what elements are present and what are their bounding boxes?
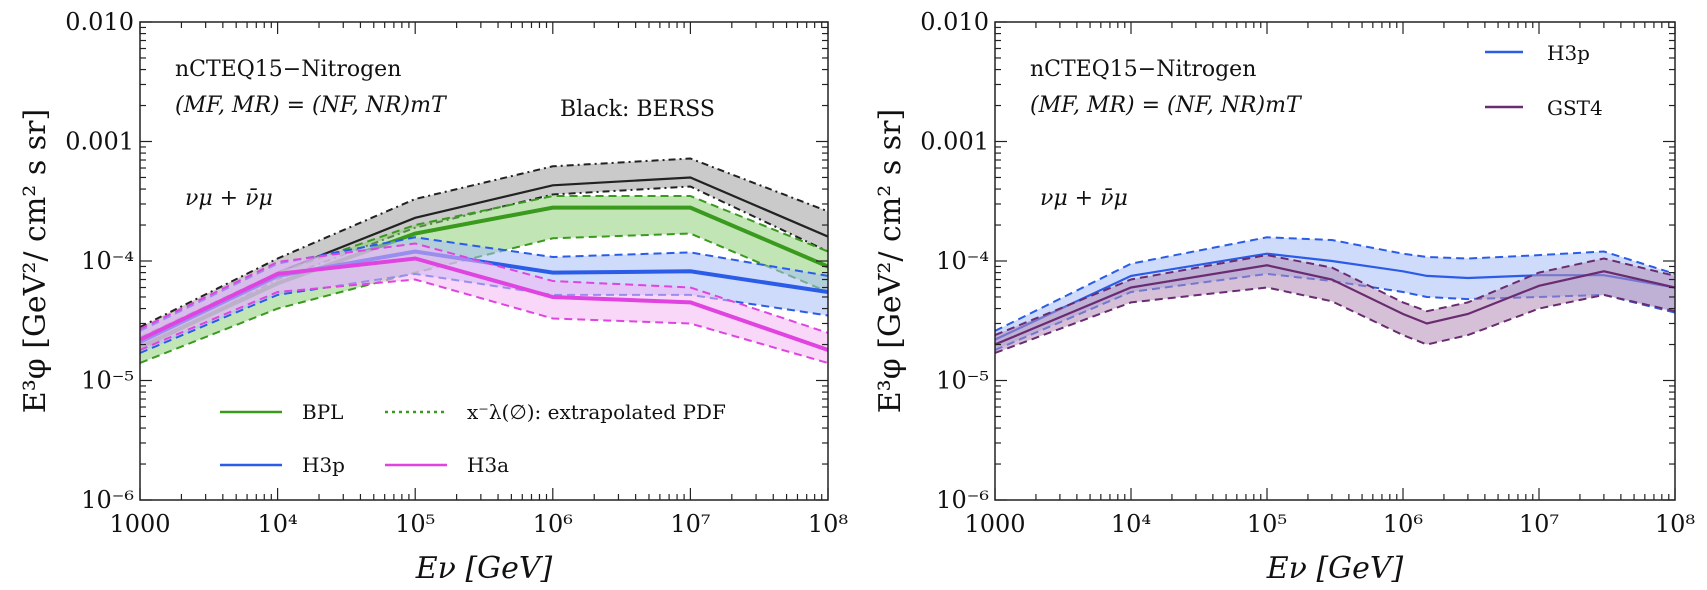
y-tick-label: 0.010: [920, 8, 989, 36]
y-tick-label: 10⁻⁵: [81, 367, 134, 395]
y-tick-label: 10⁻⁴: [936, 247, 989, 275]
x-tick-label: 10⁴: [1111, 510, 1151, 538]
annotation-pdf: nCTEQ15−Nitrogen: [175, 57, 401, 82]
y-tick-label: 0.001: [920, 128, 989, 156]
annotation-scales: (MF, MR) = (NF, NR)mT: [175, 93, 448, 118]
x-axis-label: Eν [GeV]: [415, 551, 553, 586]
plot-area: [995, 236, 1675, 354]
x-axis-label: Eν [GeV]: [1266, 551, 1404, 586]
x-tick-label: 10⁸: [1655, 510, 1695, 538]
plot-area: [140, 157, 828, 364]
lower-line-berss: [140, 185, 828, 351]
annotation-flavor: νμ + ν̄μ: [1040, 186, 1128, 211]
x-tick-label: 10⁸: [808, 510, 848, 538]
upper-line-gst4: [995, 254, 1675, 337]
y-axis-label: E³φ [GeV²/ cm² s sr]: [873, 109, 908, 413]
upper-line-bpl: [140, 195, 828, 339]
annotation-scales: (MF, MR) = (NF, NR)mT: [1030, 93, 1303, 118]
y-tick-label: 10⁻⁴: [81, 247, 134, 275]
band-gst4: [995, 255, 1675, 353]
lower-line-gst4: [995, 286, 1675, 354]
central-line-gst4: [995, 264, 1675, 346]
band-h3p: [995, 237, 1675, 350]
upper-line-berss: [140, 157, 828, 328]
legend-label-1: BPL: [302, 400, 343, 424]
x-tick-label: 1000: [964, 510, 1025, 538]
annotation-berss: Black: BERSS: [560, 97, 715, 122]
y-tick-label: 10⁻⁶: [81, 486, 134, 514]
legend-label-1: H3p: [1547, 41, 1590, 65]
x-tick-label: 10⁷: [670, 510, 710, 538]
band-berss: [140, 158, 828, 350]
y-tick-label: 0.001: [65, 128, 134, 156]
central-line-h3a: [140, 256, 828, 352]
x-tick-label: 10⁶: [1383, 510, 1423, 538]
x-tick-label: 10⁴: [258, 510, 298, 538]
chart-panel-2: 1000 10⁴ 10⁵ 10⁶ 10⁷ 10⁸ 10⁻⁶ 10⁻⁵ 10⁻⁴ 0.001 0.01…: [873, 8, 1695, 586]
legend-label-2: x⁻λ(∅): extrapolated PDF: [467, 400, 726, 424]
x-tick-label: 10⁷: [1519, 510, 1559, 538]
lower-line-h3a: [140, 278, 828, 364]
y-tick-label: 10⁻⁵: [936, 367, 989, 395]
x-tick-label: 10⁵: [395, 510, 435, 538]
y-tick-label: 10⁻⁶: [936, 486, 989, 514]
legend-label-3: H3p: [302, 453, 345, 477]
band-h3a: [140, 243, 828, 363]
legend-label-4: H3a: [467, 453, 509, 477]
x-tick-label: 10⁵: [1247, 510, 1287, 538]
y-axis-label: E³φ [GeV²/ cm² s sr]: [18, 109, 53, 413]
lower-line-bpl: [140, 232, 828, 364]
legend-label-2: GST4: [1547, 96, 1603, 120]
annotation-pdf: nCTEQ15−Nitrogen: [1030, 57, 1256, 82]
chart-panel-1: 1000 10⁴ 10⁵ 10⁶ 10⁷ 10⁸ 10⁻⁶ 10⁻⁵ 10⁻⁴ 0.001 0.01…: [18, 8, 848, 586]
annotation-flavor: νμ + ν̄μ: [185, 186, 273, 211]
x-tick-label: 1000: [109, 510, 170, 538]
y-tick-label: 0.010: [65, 8, 134, 36]
x-tick-label: 10⁶: [533, 510, 573, 538]
